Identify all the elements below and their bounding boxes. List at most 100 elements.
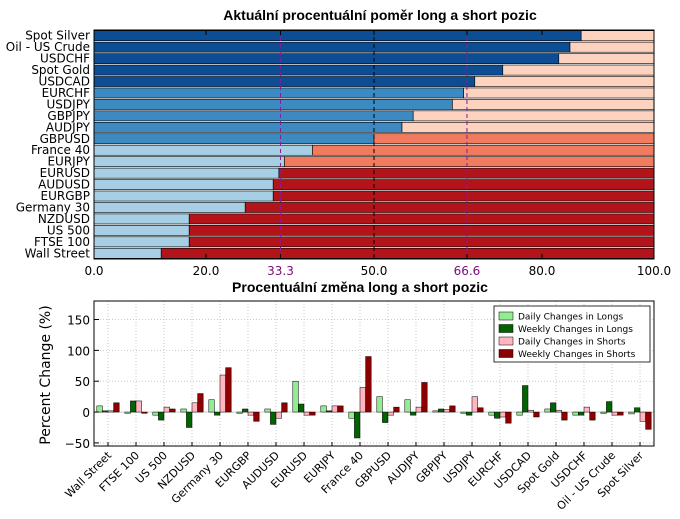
- bottom-chart-bars: [96, 356, 652, 439]
- bottom-chart-y-ticks: 100 150 50 0 −50: [65, 314, 99, 451]
- bottom-bar-weekly-changes-in-longs-ftse-100: [130, 400, 137, 413]
- bottom-bar-weekly-changes-in-longs-audusd: [270, 411, 277, 425]
- top-bar-short-eurusd: [278, 167, 655, 179]
- top-bar-short-eurgbp: [272, 190, 655, 202]
- top-bar-short-germany-30: [244, 202, 655, 213]
- bottom-bar-daily-changes-in-shorts-spot-gold: [555, 409, 562, 413]
- top-bar-long-usdcad: [93, 76, 476, 87]
- bottom-bar-daily-changes-in-longs-eurchf: [488, 411, 495, 416]
- bottom-bar-weekly-changes-in-shorts-us-500: [169, 408, 176, 413]
- top-category-label: EURUSD: [40, 166, 90, 180]
- bottom-bar-daily-changes-in-shorts-eurjpy: [331, 405, 338, 413]
- bottom-chart-frame: [93, 300, 655, 447]
- bottom-bar-daily-changes-in-shorts-usdjpy: [471, 396, 478, 413]
- bottom-bar-weekly-changes-in-shorts-audusd: [281, 402, 288, 413]
- top-x-tick-label: 0.0: [84, 264, 103, 278]
- top-category-label: US 500: [47, 223, 90, 237]
- bottom-bar-weekly-changes-in-shorts-gbpusd: [393, 406, 400, 413]
- bottom-bar-daily-changes-in-shorts-germany-30: [219, 374, 226, 413]
- bottom-bar-weekly-changes-in-shorts-nzdusd: [197, 393, 204, 413]
- bottom-bar-daily-changes-in-shorts-usdcad: [527, 409, 534, 413]
- top-category-label: USDJPY: [47, 97, 91, 111]
- top-bar-long-france-40: [93, 144, 313, 156]
- top-bar-short-eurjpy: [284, 156, 655, 168]
- bottom-bar-weekly-changes-in-shorts-gbpjpy: [449, 405, 456, 413]
- bottom-bar-weekly-changes-in-shorts-eurgbp: [253, 411, 260, 422]
- bottom-bar-daily-changes-in-shorts-eurusd: [303, 411, 310, 416]
- bottom-bar-weekly-changes-in-longs-eurchf: [494, 411, 501, 419]
- bottom-bar-weekly-changes-in-shorts-eurusd: [309, 411, 316, 416]
- bottom-y-tick-label: 50: [75, 375, 90, 389]
- bottom-bar-daily-changes-in-longs-ftse-100: [124, 411, 131, 414]
- top-bar-short-us-500: [188, 225, 655, 236]
- top-bar-short-audjpy: [401, 121, 655, 133]
- bottom-bar-weekly-changes-in-longs-france-40: [354, 411, 361, 439]
- bottom-bar-daily-changes-in-longs-nzdusd: [180, 408, 187, 413]
- bottom-bar-daily-changes-in-shorts-us-500: [163, 406, 170, 413]
- top-category-label: USDCAD: [39, 75, 90, 89]
- top-bar-short-gbpjpy: [412, 110, 655, 122]
- top-bar-long-gbpusd: [93, 133, 375, 145]
- top-bar-short-france-40: [312, 144, 655, 156]
- top-bar-long-us-500: [93, 225, 190, 236]
- bottom-bar-weekly-changes-in-longs-usdcad: [522, 385, 529, 413]
- bottom-bar-daily-changes-in-longs-eurjpy: [320, 405, 327, 413]
- legend-swatch: [498, 311, 514, 321]
- top-bar-long-usdchf: [93, 53, 560, 64]
- bottom-bar-weekly-changes-in-longs-spot-gold: [550, 402, 557, 413]
- top-bar-long-nzdusd: [93, 213, 190, 225]
- bottom-bar-weekly-changes-in-longs-oil-us-crude: [606, 401, 613, 413]
- bottom-bar-daily-changes-in-shorts-france-40: [359, 387, 366, 413]
- bottom-bar-daily-changes-in-longs-oil-us-crude: [600, 411, 607, 414]
- bottom-bar-weekly-changes-in-shorts-france-40: [365, 356, 372, 413]
- top-x-tick-label: 66.6: [454, 264, 481, 278]
- top-x-tick-label: 100.0: [637, 264, 671, 278]
- bottom-bar-weekly-changes-in-shorts-germany-30: [225, 367, 232, 413]
- top-category-label: AUDUSD: [38, 178, 90, 192]
- bottom-bar-daily-changes-in-shorts-audusd: [275, 411, 282, 419]
- legend-entry: Weekly Changes in Longs: [518, 325, 633, 335]
- top-category-label: Spot Silver: [25, 29, 90, 43]
- top-bar-long-gbpjpy: [93, 110, 414, 122]
- bottom-bar-weekly-changes-in-longs-usdjpy: [466, 411, 473, 416]
- top-bar-short-usdcad: [474, 76, 655, 87]
- top-category-label: Oil - US Crude: [6, 40, 90, 54]
- bottom-bar-weekly-changes-in-longs-audjpy: [410, 411, 417, 416]
- bottom-chart-title: Procentuální změna long a short pozic: [232, 279, 488, 295]
- top-bar-long-eurjpy: [93, 156, 285, 168]
- bottom-bar-daily-changes-in-shorts-gbpjpy: [443, 409, 450, 413]
- bottom-y-tick-label: −50: [65, 437, 90, 451]
- top-bar-short-usdchf: [558, 53, 655, 64]
- top-category-label: EURJPY: [47, 155, 90, 169]
- bottom-bar-daily-changes-in-longs-audjpy: [404, 399, 411, 413]
- top-x-tick-label: 20.0: [193, 264, 220, 278]
- top-bar-short-spot-gold: [502, 64, 655, 76]
- bottom-bar-weekly-changes-in-shorts-spot-silver: [645, 411, 652, 430]
- bottom-bar-daily-changes-in-longs-gbpjpy: [432, 410, 439, 413]
- top-bar-long-usdjpy: [93, 99, 453, 110]
- bottom-bar-daily-changes-in-longs-wall-street: [96, 405, 103, 413]
- bottom-bar-daily-changes-in-shorts-ftse-100: [135, 400, 142, 413]
- top-bar-short-audusd: [272, 179, 655, 190]
- bottom-bar-daily-changes-in-shorts-spot-silver: [639, 411, 646, 422]
- bottom-bar-daily-changes-in-longs-spot-silver: [628, 411, 635, 415]
- top-category-label: Wall Street: [25, 246, 91, 260]
- bottom-bar-daily-changes-in-longs-audusd: [264, 408, 271, 413]
- top-category-label: Spot Gold: [31, 63, 90, 77]
- top-bar-short-ftse-100: [188, 236, 655, 248]
- top-category-label: GBPUSD: [40, 132, 90, 146]
- top-bar-long-wall-street: [93, 247, 162, 259]
- top-chart-x-ticks: 0.0 20.0 33.3 50.0 66.6 80.0 100.0: [84, 30, 671, 278]
- bottom-bar-weekly-changes-in-longs-germany-30: [214, 411, 221, 416]
- legend-entry: Daily Changes in Longs: [518, 313, 623, 323]
- bottom-bar-weekly-changes-in-longs-nzdusd: [186, 411, 193, 428]
- top-category-label: EURCHF: [42, 86, 91, 100]
- bottom-bar-daily-changes-in-longs-usdjpy: [460, 411, 467, 414]
- top-category-label: Germany 30: [16, 200, 90, 214]
- top-bar-short-wall-street: [160, 247, 655, 259]
- bottom-bar-daily-changes-in-longs-spot-gold: [544, 408, 551, 413]
- top-chart-title: Aktuální procentuální poměr long a short…: [223, 7, 537, 23]
- bottom-bar-weekly-changes-in-longs-usdchf: [578, 411, 585, 416]
